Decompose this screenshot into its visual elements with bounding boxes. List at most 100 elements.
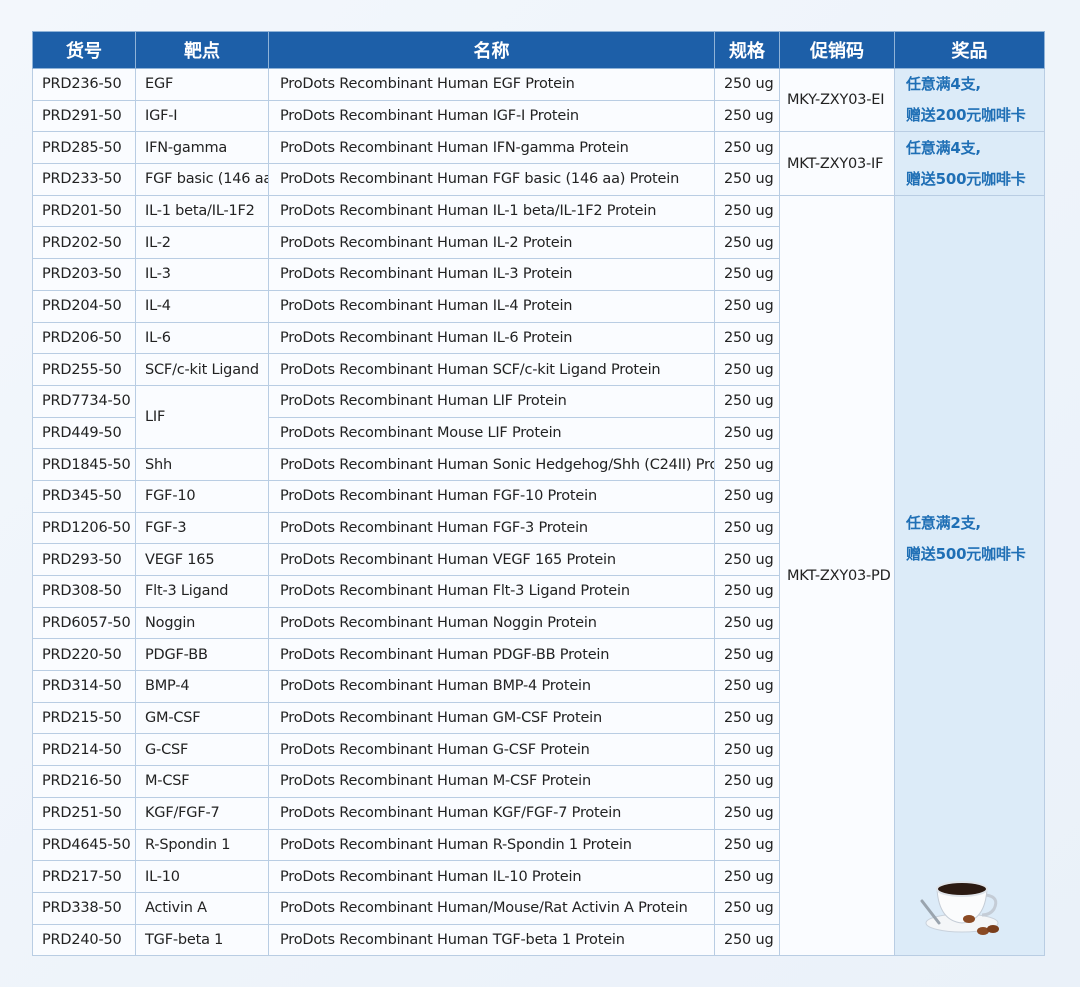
- sku-cell: PRD203-50: [32, 258, 136, 291]
- table-row: PRD338-50 Activin A ProDots Recombinant Hu…: [32, 891, 1045, 925]
- size-cell: 250 ug: [714, 353, 780, 386]
- target-cell: IL-4: [135, 289, 269, 323]
- sku-cell: PRD338-50: [32, 891, 136, 925]
- sku-cell: PRD291-50: [32, 99, 136, 133]
- sku-cell: PRD6057-50: [32, 606, 136, 640]
- product-name-cell: ProDots Recombinant Human VEGF 165 Prote…: [268, 543, 715, 576]
- size-cell: 250 ug: [714, 860, 780, 893]
- product-name-cell: ProDots Recombinant Human PDGF-BB Protei…: [268, 638, 715, 672]
- promo-code-cell: MKT-ZXY03-PD: [779, 194, 895, 957]
- sku-cell: PRD233-50: [32, 163, 136, 196]
- target-cell: Activin A: [135, 891, 269, 925]
- prize-line-2: 赠送500元咖啡卡: [906, 169, 1026, 188]
- table-row: PRD220-50 PDGF-BB ProDots Recombinant Huma…: [32, 638, 1045, 672]
- table-row: PRD217-50 IL-10 ProDots Recombinant Human …: [32, 860, 1045, 893]
- sku-cell: PRD1845-50: [32, 448, 136, 481]
- target-cell: IFN-gamma: [135, 131, 269, 165]
- size-cell: 250 ug: [714, 258, 780, 291]
- product-name-cell: ProDots Recombinant Human IL-10 Protein: [268, 860, 715, 893]
- table-row: PRD214-50 G-CSF ProDots Recombinant Human …: [32, 733, 1045, 767]
- sku-cell: PRD255-50: [32, 353, 136, 386]
- sku-cell: PRD201-50: [32, 194, 136, 228]
- size-cell: 250 ug: [714, 891, 780, 925]
- target-cell: FGF basic (146 aa): [135, 163, 269, 196]
- product-name-cell: ProDots Recombinant Human Noggin Protein: [268, 606, 715, 640]
- size-cell: 250 ug: [714, 543, 780, 576]
- table-row: PRD202-50 IL-2 ProDots Recombinant Human I…: [32, 226, 1045, 260]
- size-cell: 250 ug: [714, 194, 780, 228]
- size-cell: 250 ug: [714, 923, 780, 957]
- table-row: PRD308-50 Flt-3 Ligand ProDots Recombinant…: [32, 575, 1045, 608]
- size-cell: 250 ug: [714, 448, 780, 481]
- table-row: PRD7734-50 LIF ProDots Recombinant Human L…: [32, 384, 1045, 450]
- sku-cell: PRD449-50: [32, 416, 136, 450]
- header-prize: 奖品: [894, 31, 1045, 69]
- sku-cell: PRD4645-50: [32, 828, 136, 862]
- prize-line-1: 任意满4支,: [906, 75, 981, 94]
- prize-cell: 任意满4支, 赠送200元咖啡卡: [894, 67, 1045, 133]
- sku-cell: PRD236-50: [32, 68, 136, 101]
- product-name-cell: ProDots Recombinant Human GM-CSF Protein: [268, 701, 715, 735]
- prize-line-2: 赠送500元咖啡卡: [906, 544, 1026, 563]
- product-name-cell: ProDots Recombinant Human IL-4 Protein: [268, 289, 715, 323]
- sku-cell: PRD7734-50: [32, 384, 136, 418]
- product-name-cell: ProDots Recombinant Human FGF basic (146…: [268, 163, 715, 196]
- table-row: PRD293-50 VEGF 165 ProDots Recombinant Hum…: [32, 543, 1045, 576]
- table-row: PRD255-50 SCF/c-kit Ligand ProDots Recombi…: [32, 353, 1045, 386]
- product-name-cell: ProDots Recombinant Human KGF/FGF-7 Prot…: [268, 796, 715, 830]
- product-name-cell: ProDots Recombinant Human IL-2 Protein: [268, 226, 715, 260]
- header-name: 名称: [268, 31, 715, 69]
- size-cell: 250 ug: [714, 99, 780, 133]
- product-name-cell: ProDots Recombinant Human IL-6 Protein: [268, 321, 715, 355]
- table-row: PRD251-50 KGF/FGF-7 ProDots Recombinant Hu…: [32, 796, 1045, 830]
- sku-cell: PRD308-50: [32, 575, 136, 608]
- target-cell: FGF-3: [135, 511, 269, 545]
- header-row: 货号 靶点 名称 规格 促销码 奖品: [32, 31, 1045, 69]
- table-row: PRD314-50 BMP-4 ProDots Recombinant Human …: [32, 670, 1045, 703]
- sku-cell: PRD240-50: [32, 923, 136, 957]
- table-row: PRD206-50 IL-6 ProDots Recombinant Human I…: [32, 321, 1045, 355]
- table-row: PRD1206-50 FGF-3 ProDots Recombinant Human…: [32, 511, 1045, 545]
- product-name-cell: ProDots Recombinant Human FGF-3 Protein: [268, 511, 715, 545]
- prize-line-1: 任意满2支,: [906, 513, 981, 532]
- table-row: PRD291-50 IGF-I ProDots Recombinant Human …: [32, 99, 1045, 133]
- size-cell: 250 ug: [714, 479, 780, 513]
- product-name-cell: ProDots Recombinant Human BMP-4 Protein: [268, 670, 715, 703]
- coffee-cup-icon: [917, 871, 1007, 941]
- prize-cell: 任意满2支, 赠送500元咖啡卡: [894, 194, 1045, 957]
- sku-cell: PRD251-50: [32, 796, 136, 830]
- sku-cell: PRD215-50: [32, 701, 136, 735]
- promo-code-cell: MKT-ZXY03-IF: [779, 131, 895, 196]
- sku-cell: PRD214-50: [32, 733, 136, 767]
- prize-line-2: 赠送200元咖啡卡: [906, 106, 1026, 125]
- size-cell: 250 ug: [714, 638, 780, 672]
- size-cell: 250 ug: [714, 68, 780, 101]
- sku-cell: PRD314-50: [32, 670, 136, 703]
- table-row: PRD216-50 M-CSF ProDots Recombinant Human …: [32, 765, 1045, 798]
- size-cell: 250 ug: [714, 670, 780, 703]
- prize-text: 任意满2支, 赠送500元咖啡卡: [906, 508, 1026, 570]
- table-row: PRD1845-50 Shh ProDots Recombinant Human S…: [32, 448, 1045, 481]
- target-cell: M-CSF: [135, 765, 269, 798]
- table-row: PRD233-50 FGF basic (146 aa) ProDots Recom…: [32, 163, 1045, 196]
- size-cell: 250 ug: [714, 384, 780, 418]
- target-cell: G-CSF: [135, 733, 269, 767]
- target-cell: Shh: [135, 448, 269, 481]
- size-cell: 250 ug: [714, 828, 780, 862]
- target-cell: IL-2: [135, 226, 269, 260]
- target-cell: FGF-10: [135, 479, 269, 513]
- target-cell: IL-3: [135, 258, 269, 291]
- prize-cell: 任意满4支, 赠送500元咖啡卡: [894, 131, 1045, 196]
- prize-line-1: 任意满4支,: [906, 138, 981, 157]
- product-name-cell: ProDots Recombinant Human Flt-3 Ligand P…: [268, 575, 715, 608]
- target-cell: GM-CSF: [135, 701, 269, 735]
- product-name-cell: ProDots Recombinant Human Sonic Hedgehog…: [268, 448, 715, 481]
- size-cell: 250 ug: [714, 511, 780, 545]
- product-name-cell: ProDots Recombinant Human/Mouse/Rat Acti…: [268, 891, 715, 925]
- header-sku: 货号: [32, 31, 136, 69]
- target-cell: IGF-I: [135, 99, 269, 133]
- size-cell: 250 ug: [714, 416, 780, 450]
- table-row: PRD285-50 IFN-gamma ProDots Recombinant Hu…: [32, 131, 1045, 196]
- product-name-cell: ProDots Recombinant Mouse LIF Protein: [268, 416, 715, 450]
- product-name-cell: ProDots Recombinant Human G-CSF Protein: [268, 733, 715, 767]
